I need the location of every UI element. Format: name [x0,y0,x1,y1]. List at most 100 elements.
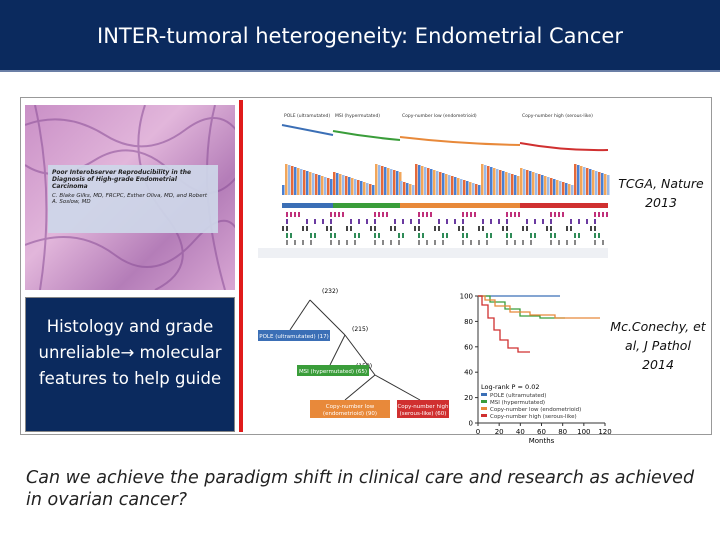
feature-tick [286,212,288,217]
tree-box [297,365,369,376]
spectrum-bar [532,172,535,195]
feature-tick [342,212,344,217]
spectrum-bar [439,172,442,195]
annotation-strip [400,203,520,208]
y-tick-label: 80 [464,318,473,326]
spectrum-bar [481,164,484,195]
tree-box-label: POLE (ultramutated) (17) [259,334,328,340]
legend-swatch [481,400,487,403]
feature-tick [338,240,340,245]
feature-tick [382,212,384,217]
feature-tick [506,233,508,238]
feature-tick [510,212,512,217]
spectrum-bar [415,164,418,195]
x-tick-label: 100 [577,428,590,436]
y-tick-label: 100 [460,293,473,301]
feature-tick [330,240,332,245]
feature-tick [574,240,576,245]
feature-tick [418,212,420,217]
spectrum-bar [336,173,339,195]
feature-tick [346,226,348,231]
spectrum-bar [400,181,403,195]
feature-tick [330,233,332,238]
spectrum-bar [345,176,348,195]
feature-tick [466,212,468,217]
tree-box-label: Copy-number low [326,404,375,410]
spectrum-bar [369,184,372,195]
feature-tick [370,226,372,231]
group-label: POLE (ultramutated) [284,113,330,119]
feature-tick [438,219,440,224]
feature-tick [526,226,528,231]
feature-tick [298,212,300,217]
feature-tick [526,219,528,224]
y-tick-label: 0 [469,420,473,428]
spectrum-bar [381,166,384,195]
spectrum-bar [463,180,466,195]
spectrum-bar [460,179,463,195]
feature-tick [378,233,380,238]
spectrum-bar [472,183,475,195]
feature-tick [550,233,552,238]
feature-tick [506,219,508,224]
mutation-curve [332,130,401,141]
feature-tick [438,226,440,231]
legend-label: Copy-number high (serous-like) [490,414,577,420]
feature-tick [506,226,508,231]
feature-tick [410,219,412,224]
feature-tick [462,233,464,238]
spectrum-bar [586,168,589,195]
feature-tick [338,212,340,217]
spectrum-bar [475,184,478,195]
feature-tick [550,240,552,245]
spectrum-bar [547,177,550,195]
feature-tick [522,240,524,245]
feature-tick [514,212,516,217]
spectrum-bar [559,181,562,195]
spectrum-bar [306,171,309,195]
feature-tick [594,226,596,231]
feature-tick [458,226,460,231]
spectrum-bar [487,166,490,195]
spectrum-bar [583,167,586,195]
feature-tick [434,226,436,231]
feature-tick [594,212,596,217]
feature-tick [598,212,600,217]
feature-tick [454,219,456,224]
spectrum-bar [342,175,345,195]
feature-tick [358,219,360,224]
feature-tick [518,212,520,217]
spectrum-bar [574,164,577,195]
spectrum-bar [375,164,378,195]
spectrum-bar [330,179,333,195]
spectrum-bar [445,174,448,195]
feature-tick [330,212,332,217]
mutation-curve [281,124,334,136]
spectrum-bar [357,180,360,195]
feature-tick [286,219,288,224]
spectrum-bar [484,165,487,195]
tree-edge [309,299,346,336]
feature-tick [422,233,424,238]
feature-tick [522,226,524,231]
spectrum-bar [451,176,454,195]
feature-tick [462,219,464,224]
tcga-figure: POLE (ultramutated) MSI (hypermutated) Cop… [255,105,610,260]
feature-tick [414,226,416,231]
feature-tick [398,240,400,245]
feature-tick [426,212,428,217]
feature-tick [602,212,604,217]
spectrum-bar [351,178,354,195]
spectrum-bar [505,172,508,195]
classification-tree: (232)(215)(150)POLE (ultramutated) (17)M… [258,288,449,418]
feature-tick [510,233,512,238]
spectrum-bar [384,167,387,195]
spectrum-bar [553,179,556,195]
spectrum-bar [598,172,601,195]
feature-tick [394,226,396,231]
paper-title: Poor Interobserver Reproducibility in th… [52,169,192,190]
feature-tick [326,226,328,231]
feature-tick [418,219,420,224]
